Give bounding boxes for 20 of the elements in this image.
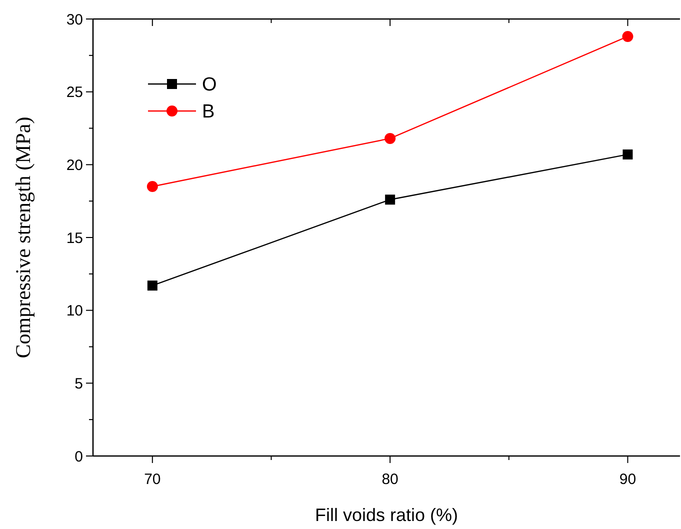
x-axis-title: Fill voids ratio (%) bbox=[314, 505, 458, 525]
x-tick-label: 80 bbox=[382, 471, 398, 488]
y-tick-label: 10 bbox=[66, 302, 83, 320]
y-tick-label: 20 bbox=[66, 156, 83, 174]
x-tick-label: 70 bbox=[144, 471, 161, 488]
legend-label: O bbox=[202, 74, 217, 96]
x-tick-label: 90 bbox=[619, 471, 636, 488]
y-tick-label: 5 bbox=[74, 375, 83, 392]
legend-label: B bbox=[202, 102, 215, 123]
point bbox=[622, 30, 634, 42]
point bbox=[622, 149, 633, 160]
y-tick-label: 25 bbox=[66, 84, 83, 102]
point bbox=[146, 181, 158, 192]
y-tick-label: 15 bbox=[66, 230, 83, 247]
y-tick-label: 0 bbox=[74, 448, 83, 466]
point bbox=[385, 194, 396, 205]
y-tick-label: 30 bbox=[66, 11, 83, 28]
point bbox=[384, 132, 396, 144]
point bbox=[147, 280, 158, 291]
y-axis-title: Compressive strength (MPa) bbox=[11, 116, 35, 358]
